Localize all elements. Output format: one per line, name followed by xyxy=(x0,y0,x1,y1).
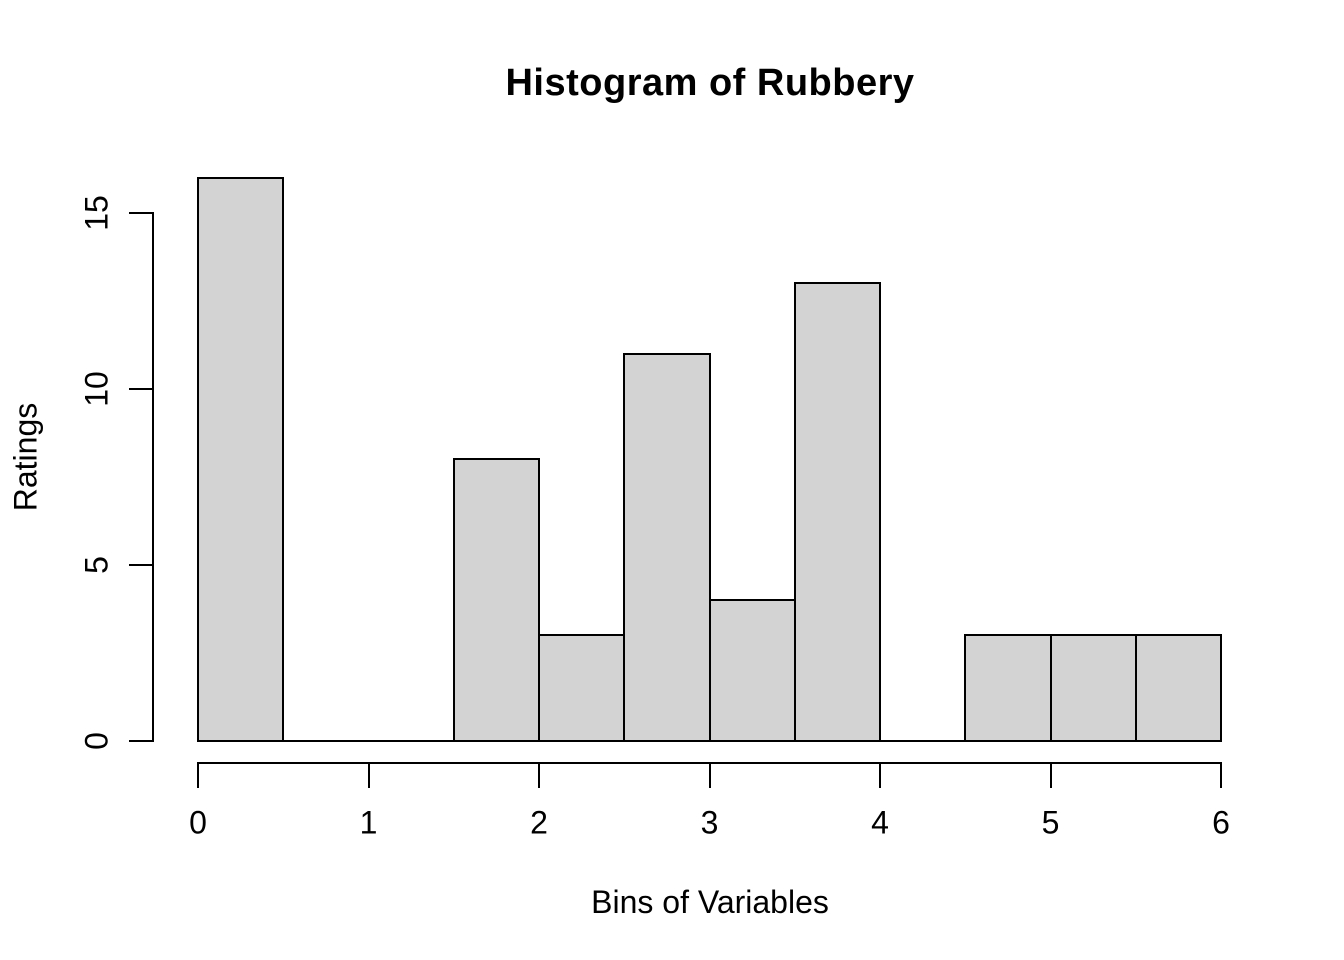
x-tick-label: 0 xyxy=(189,804,207,841)
chart-title: Histogram of Rubbery xyxy=(505,62,915,104)
x-tick-label: 2 xyxy=(530,804,548,841)
x-tick-label: 3 xyxy=(700,804,719,841)
histogram-bar xyxy=(197,176,285,742)
x-tick xyxy=(1049,762,1052,788)
x-tick-label: 5 xyxy=(1041,804,1060,841)
x-tick xyxy=(708,762,711,788)
histogram-bar xyxy=(1049,634,1137,742)
x-tick xyxy=(538,762,540,788)
y-tick xyxy=(129,564,154,566)
y-tick-label: 15 xyxy=(78,195,115,231)
x-tick-label: 6 xyxy=(1212,804,1230,841)
x-tick xyxy=(1220,762,1222,788)
x-tick-label: 1 xyxy=(359,804,378,841)
y-tick-label: 10 xyxy=(78,371,115,407)
histogram-bar xyxy=(708,599,796,742)
y-axis-line xyxy=(152,212,154,742)
x-tick xyxy=(879,762,881,788)
y-tick xyxy=(129,740,154,742)
y-tick-label: 0 xyxy=(78,732,115,750)
x-tick xyxy=(197,762,199,788)
x-tick xyxy=(367,762,370,788)
y-tick xyxy=(129,212,154,214)
x-axis-label: Bins of Variables xyxy=(591,884,829,920)
y-tick-label: 5 xyxy=(78,556,115,574)
histogram-bar xyxy=(452,458,540,742)
histogram-bar xyxy=(1134,634,1222,742)
y-tick xyxy=(129,388,154,390)
histogram-bar xyxy=(793,282,881,742)
x-tick-label: 4 xyxy=(871,804,889,841)
histogram-bar xyxy=(538,634,626,742)
histogram-bar xyxy=(964,634,1052,742)
histogram-bar xyxy=(623,352,711,742)
